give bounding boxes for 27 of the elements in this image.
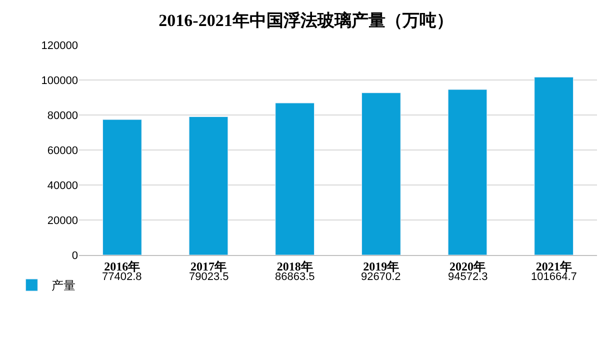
- data-label: 86863.5: [275, 271, 315, 283]
- data-label: 79023.5: [189, 271, 229, 283]
- data-label: 77402.8: [102, 271, 142, 283]
- y-tick-label: 0: [72, 250, 78, 262]
- bar: [188, 116, 228, 255]
- bar: [102, 119, 142, 255]
- y-tick-label: 100000: [41, 74, 78, 87]
- y-tick-label: 20000: [47, 214, 78, 227]
- x-tick-label: 2017年: [190, 259, 226, 274]
- x-tick-label: 2020年: [450, 259, 486, 274]
- y-tick-label: 80000: [47, 110, 78, 122]
- y-tick-label: 40000: [47, 180, 78, 192]
- bar: [275, 102, 315, 255]
- bar: [534, 76, 574, 255]
- x-tick-label: 2018年: [276, 259, 313, 274]
- legend-label: 产量: [52, 278, 76, 293]
- y-tick-label: 60000: [47, 144, 78, 157]
- x-tick-label: 2019年: [363, 259, 400, 274]
- x-tick-label: 2021年: [536, 259, 572, 274]
- x-tick-label: 2016年: [104, 259, 140, 274]
- data-label: 101664.7: [531, 271, 577, 283]
- data-label: 94572.3: [448, 271, 488, 283]
- bar: [361, 92, 401, 255]
- y-tick-label: 120000: [41, 40, 78, 52]
- data-label: 92670.2: [361, 271, 401, 283]
- bar: [448, 89, 488, 255]
- chart-title: 2016-2021年中国浮法玻璃产量（万吨）: [158, 10, 454, 30]
